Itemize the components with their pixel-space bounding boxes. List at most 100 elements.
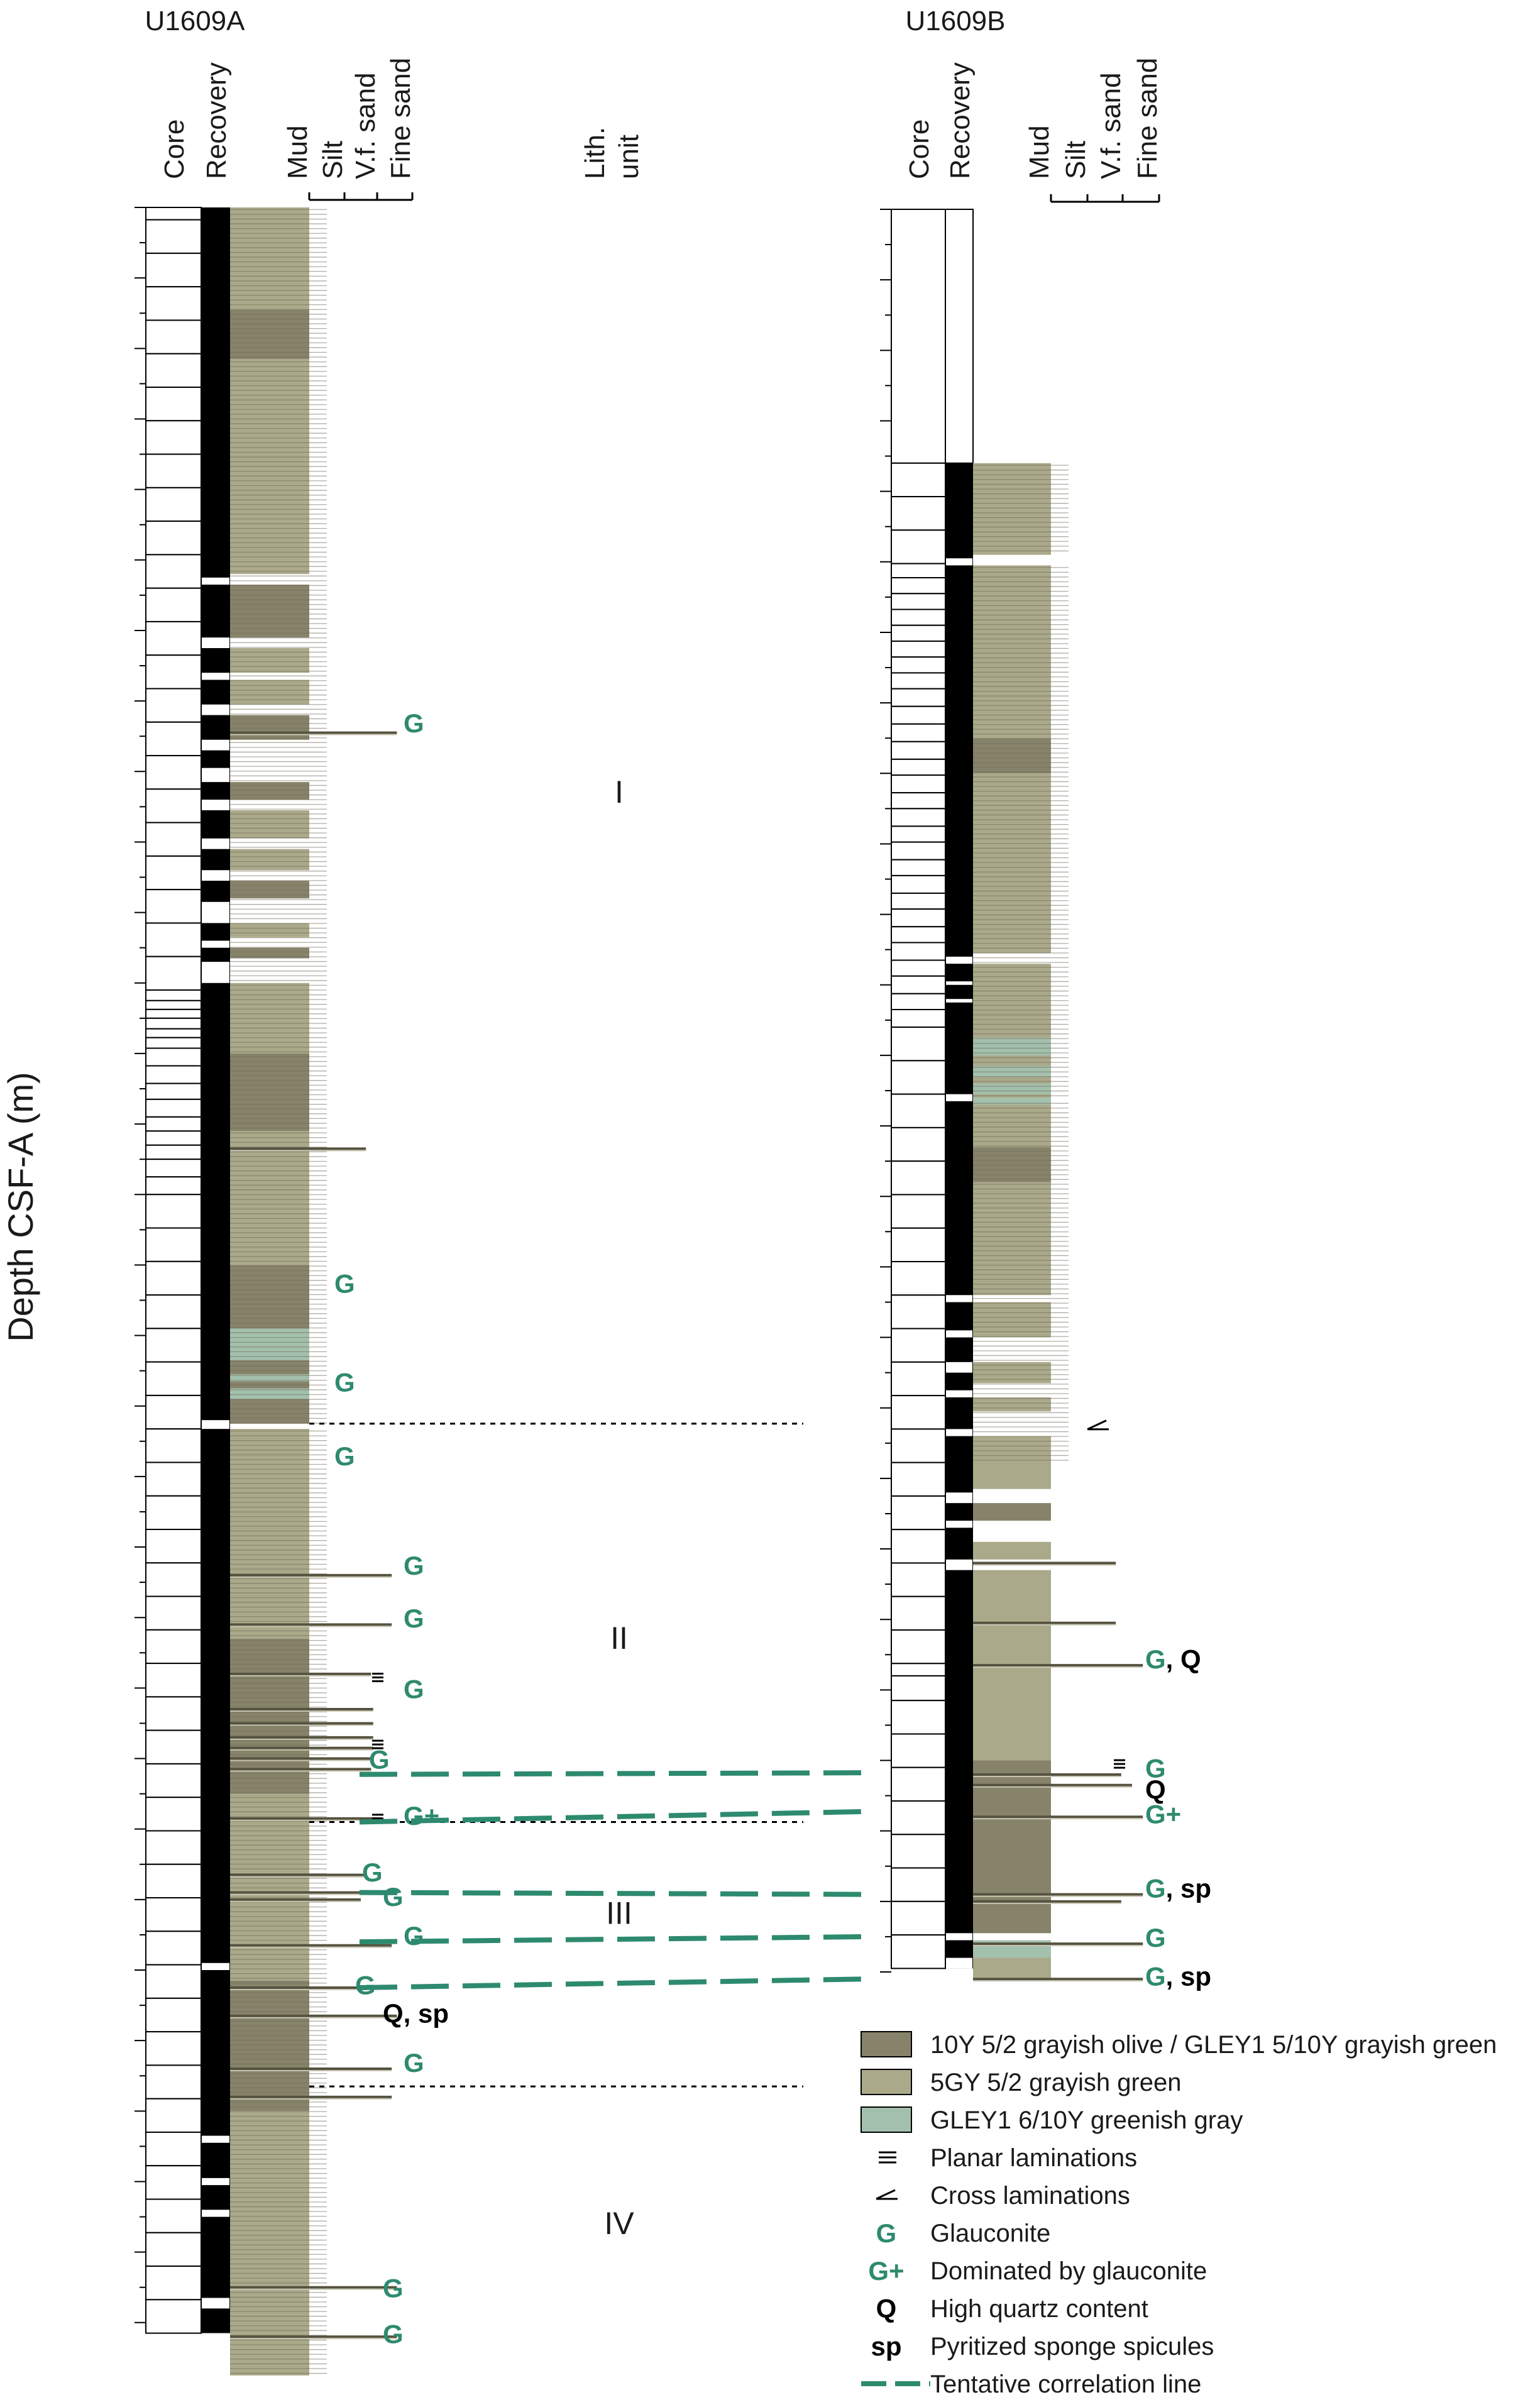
recovery-gap [202, 2178, 229, 2186]
legend-label: Glauconite [930, 2220, 1050, 2247]
core-box [145, 2299, 202, 2334]
lith-unit-header: unit [613, 135, 644, 179]
core-box [145, 1696, 202, 1731]
core-box [145, 1930, 202, 1966]
legend-label: Dominated by glauconite [930, 2257, 1207, 2285]
core-box [891, 1395, 946, 1430]
greenish-gray-band [973, 1037, 1051, 1055]
lithology-block [973, 1957, 1051, 1979]
core-box [145, 1863, 202, 1899]
core-box [891, 1060, 946, 1095]
core-box [145, 889, 202, 924]
core-box [891, 1834, 946, 1869]
core-box [891, 608, 946, 626]
legend-swatch [861, 2031, 912, 2057]
correlation-line [359, 1809, 867, 1825]
core-box [891, 1027, 946, 1062]
sample-symbol: G, sp [1145, 1962, 1211, 1991]
core-box [891, 1009, 946, 1028]
core-box [891, 462, 946, 498]
core-box [145, 453, 202, 488]
sample-symbol-part: , sp [1166, 1962, 1211, 1991]
lithology-block [973, 1147, 1051, 1182]
core-box [145, 1529, 202, 1564]
core-box [145, 2064, 202, 2100]
core-box [145, 1495, 202, 1531]
core-header: Core [159, 119, 190, 179]
lithology-block [230, 2111, 309, 2376]
core-box [891, 808, 946, 827]
sample-symbol: G [404, 1604, 424, 1633]
lith-unit-label: I [615, 774, 624, 810]
core-box [891, 1194, 946, 1229]
core-box [891, 859, 946, 876]
recovery-gap [202, 800, 229, 810]
core-box [145, 1176, 202, 1196]
recovery-gap [202, 901, 229, 923]
lith-unit-label: IV [604, 2206, 634, 2241]
core-box [145, 1830, 202, 1865]
core-box [145, 252, 202, 288]
recovery-gap [946, 1492, 972, 1504]
lithology-block [973, 1436, 1051, 1489]
core-box [145, 855, 202, 891]
recovery-gap [946, 999, 972, 1003]
core-box [145, 1065, 202, 1084]
lith-unit-label: II [610, 1621, 628, 1656]
legend-label: 10Y 5/2 grayish olive / GLEY1 5/10Y gray… [930, 2031, 1497, 2059]
sample-symbol: G [404, 1551, 424, 1580]
lithology-block [973, 1397, 1051, 1412]
recovery-gap [946, 209, 972, 463]
core-box [145, 2031, 202, 2066]
recovery-gap [946, 1429, 972, 1436]
core-box [145, 1047, 202, 1067]
core-box [891, 1260, 946, 1296]
core-box [891, 1227, 946, 1262]
greenish-gray-band [230, 1374, 309, 1382]
greenish-gray-band [973, 1083, 1051, 1094]
core-box [145, 688, 202, 723]
sample-symbol: G+ [1145, 1800, 1181, 1829]
hole-u1609a-column: U1609A Core Recovery Mud Silt V.f. sand Fine s… [135, 6, 644, 2376]
recovery-gap [946, 1094, 972, 1101]
recovery-gap [202, 870, 229, 881]
core-box [891, 1900, 946, 1936]
grain-size-header: V.f. sand [350, 72, 381, 179]
core-box [145, 1116, 202, 1132]
recovery-gap [946, 1362, 972, 1373]
lithology-block [973, 964, 1051, 1020]
core-box [891, 529, 946, 564]
core-box [891, 741, 946, 760]
lithology-block [230, 207, 309, 310]
correlation-line [359, 1976, 867, 1991]
lithology-block [973, 773, 1051, 954]
greenish-gray-band [230, 1328, 309, 1360]
recovery-gap [946, 1295, 972, 1302]
cross-lamination-mark [1087, 1419, 1109, 1431]
core-box [145, 1098, 202, 1118]
lithology-block [230, 947, 309, 959]
lithology-block [230, 923, 309, 937]
core-box [891, 593, 946, 610]
core-box [145, 2131, 202, 2167]
recovery-header: Recovery [945, 62, 976, 179]
sample-symbol: G [383, 2320, 404, 2349]
sample-symbol: G [404, 1674, 424, 1704]
lithology-block [230, 1980, 309, 2111]
recovery-gap [202, 838, 229, 849]
core-box [145, 1328, 202, 1363]
legend-label: Cross laminations [930, 2182, 1130, 2210]
sample-symbol: Q, sp [383, 1998, 449, 2028]
recovery-gap [946, 1957, 972, 1969]
core-box [145, 1361, 202, 1396]
y-axis-title: Depth CSF-A (m) [1, 1072, 40, 1341]
core-box [145, 1144, 202, 1160]
hole-title: U1609A [145, 6, 245, 36]
core-box [891, 1733, 946, 1768]
core-box [891, 1126, 946, 1162]
lithology-block [973, 463, 1051, 555]
core-box [145, 2198, 202, 2233]
recovery-gap [946, 956, 972, 964]
legend-label: Tentative correlation line [930, 2370, 1201, 2395]
